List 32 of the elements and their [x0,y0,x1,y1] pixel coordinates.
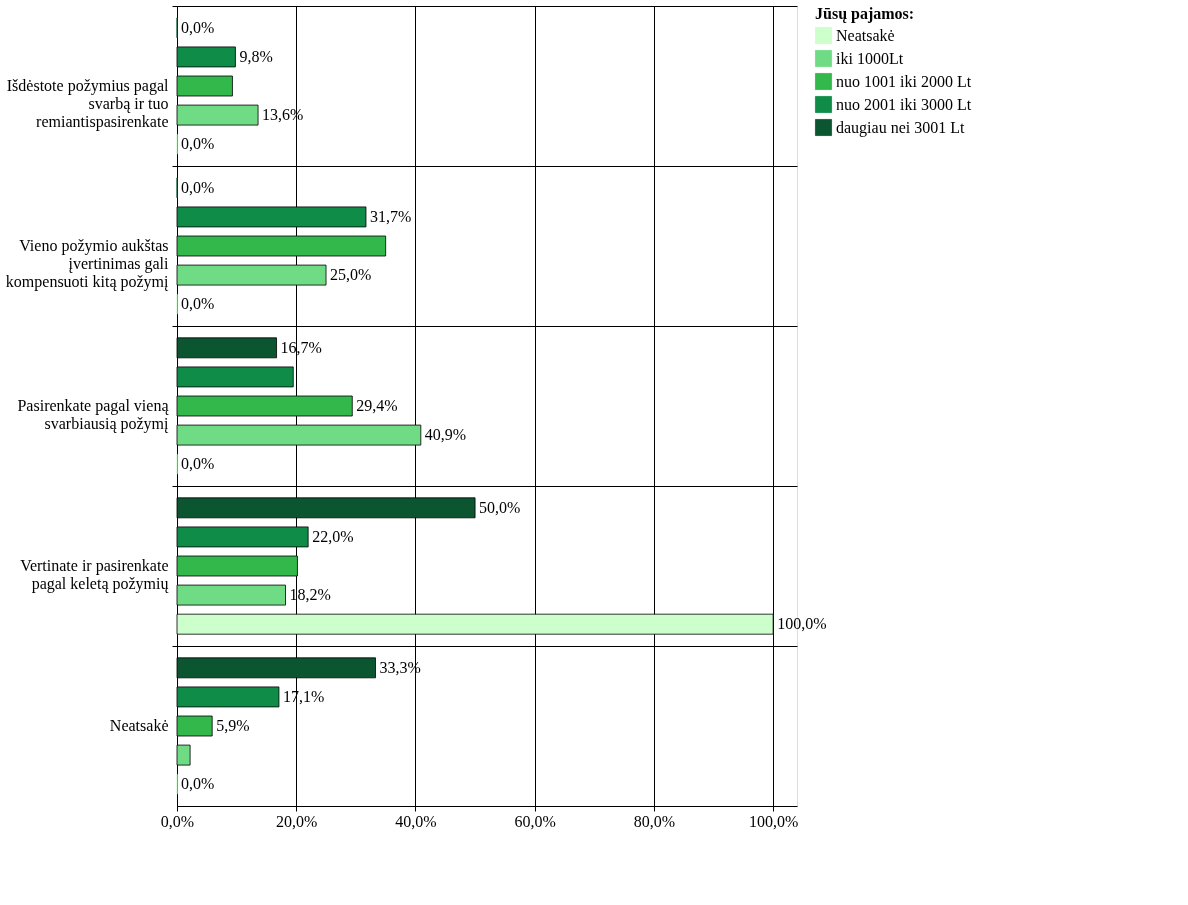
data-label: 9,8% [239,47,273,65]
legend-label: daugiau nei 3001 Lt [836,118,965,137]
y-tick-label: Vertinate ir pasirenkate pagal keletą požymių [20,557,170,593]
data-label: 29,4% [356,397,398,414]
x-tick-label: 100,0% [748,812,799,830]
x-tick-label: 20,0% [276,812,318,830]
data-label: 0,0% [181,295,215,313]
data-label: 31,7% [369,207,412,225]
data-label: 100,0% [777,615,827,633]
data-label: 0,0% [181,135,215,153]
y-tick-label: Išdėstote požymius pagal svarbą ir tuo remiantispasirenkate [6,77,170,131]
y-tick-label: Pasirenkate pagal vieną svarbiausią požymį [17,397,170,433]
data-label: 0,0% [181,455,215,473]
data-label: 40,9% [424,426,467,444]
x-tick-label: 80,0% [633,812,676,830]
data-label: 5,9% [216,717,250,734]
y-tick-label: Vieno požymio aukštas įvertinimas gali kompensuoti kitą požymį [5,237,170,291]
data-label: 0,0% [181,178,215,196]
legend-label: Neatsakė [836,26,895,44]
data-label: 0,0% [181,775,215,793]
data-label: 50,0% [479,498,521,516]
legend-label: nuo 1001 iki 2000 Lt [836,72,972,90]
legend-label: nuo 2001 iki 3000 Lt [836,95,972,113]
x-tick-label: 0,0% [160,812,195,830]
data-label: 0,0% [181,18,215,36]
legend-label: iki 1000Lt [836,49,904,67]
x-tick-label: 60,0% [514,812,556,830]
data-label: 25,0% [330,266,372,284]
x-tick-label: 40,0% [395,812,437,830]
legend-title: Jūsų pajamos: [815,5,915,23]
data-label: 22,0% [312,527,354,545]
y-tick-label: Neatsakė [109,717,169,734]
